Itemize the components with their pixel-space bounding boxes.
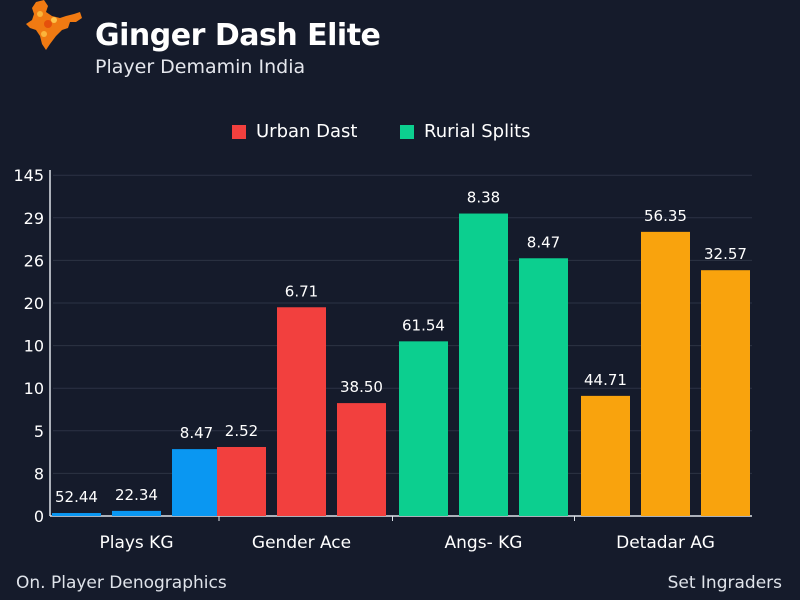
bar-data-label: 2.52 <box>225 422 258 440</box>
legend-item-rural: Rurial Splits <box>400 121 531 142</box>
bar-data-label: 8.38 <box>467 189 500 207</box>
x-category-label: Detadar AG <box>616 533 715 553</box>
bar <box>112 510 161 516</box>
y-tick-label: 5 <box>34 422 44 441</box>
bar <box>399 341 448 516</box>
footer-link[interactable]: Set Ingraders <box>667 573 782 593</box>
legend-swatch-red <box>232 124 246 139</box>
x-category-label: Gender Ace <box>252 533 351 553</box>
bar <box>519 258 568 516</box>
bar-data-label: 56.35 <box>644 207 687 225</box>
bar-data-label: 8.47 <box>527 233 560 251</box>
chart-subtitle: Player Demamin India <box>95 56 306 78</box>
y-tick-label: 29 <box>24 209 44 228</box>
bar <box>217 446 266 516</box>
legend-swatch-green <box>400 124 414 139</box>
y-tick-label: 0 <box>34 507 44 526</box>
bar <box>172 449 221 516</box>
x-category-label: Angs- KG <box>445 533 523 553</box>
bar-data-label: 61.54 <box>402 316 445 334</box>
bar-data-label: 38.50 <box>340 378 383 396</box>
bar-data-label: 44.71 <box>584 371 627 389</box>
chart-title: Ginger Dash Elite <box>95 18 381 53</box>
y-tick-label: 20 <box>24 294 44 313</box>
bar-data-label: 6.71 <box>285 282 318 300</box>
bar <box>459 213 508 517</box>
y-tick-label: 8 <box>34 464 44 483</box>
india-map-icon <box>26 0 82 50</box>
y-tick-label: 10 <box>24 337 44 356</box>
legend-label: Rurial Splits <box>424 121 531 142</box>
bar <box>641 231 690 516</box>
bar <box>277 307 326 516</box>
y-tick-label: 26 <box>24 251 44 270</box>
bar <box>581 395 630 516</box>
bar <box>701 270 750 516</box>
bar-data-label: 22.34 <box>115 486 158 504</box>
bar-data-label: 52.44 <box>55 488 98 506</box>
y-tick-label: 145 <box>13 166 44 185</box>
bar <box>337 403 386 516</box>
legend-item-urban: Urban Dast <box>232 121 358 142</box>
bar <box>52 513 101 516</box>
bar-data-label: 32.57 <box>704 245 747 263</box>
footer-source: On. Player Denographics <box>16 573 227 593</box>
legend-label: Urban Dast <box>256 121 358 142</box>
x-category-label: Plays KG <box>99 533 173 553</box>
y-tick-label: 10 <box>24 379 44 398</box>
bar-data-label: 8.47 <box>180 424 213 442</box>
